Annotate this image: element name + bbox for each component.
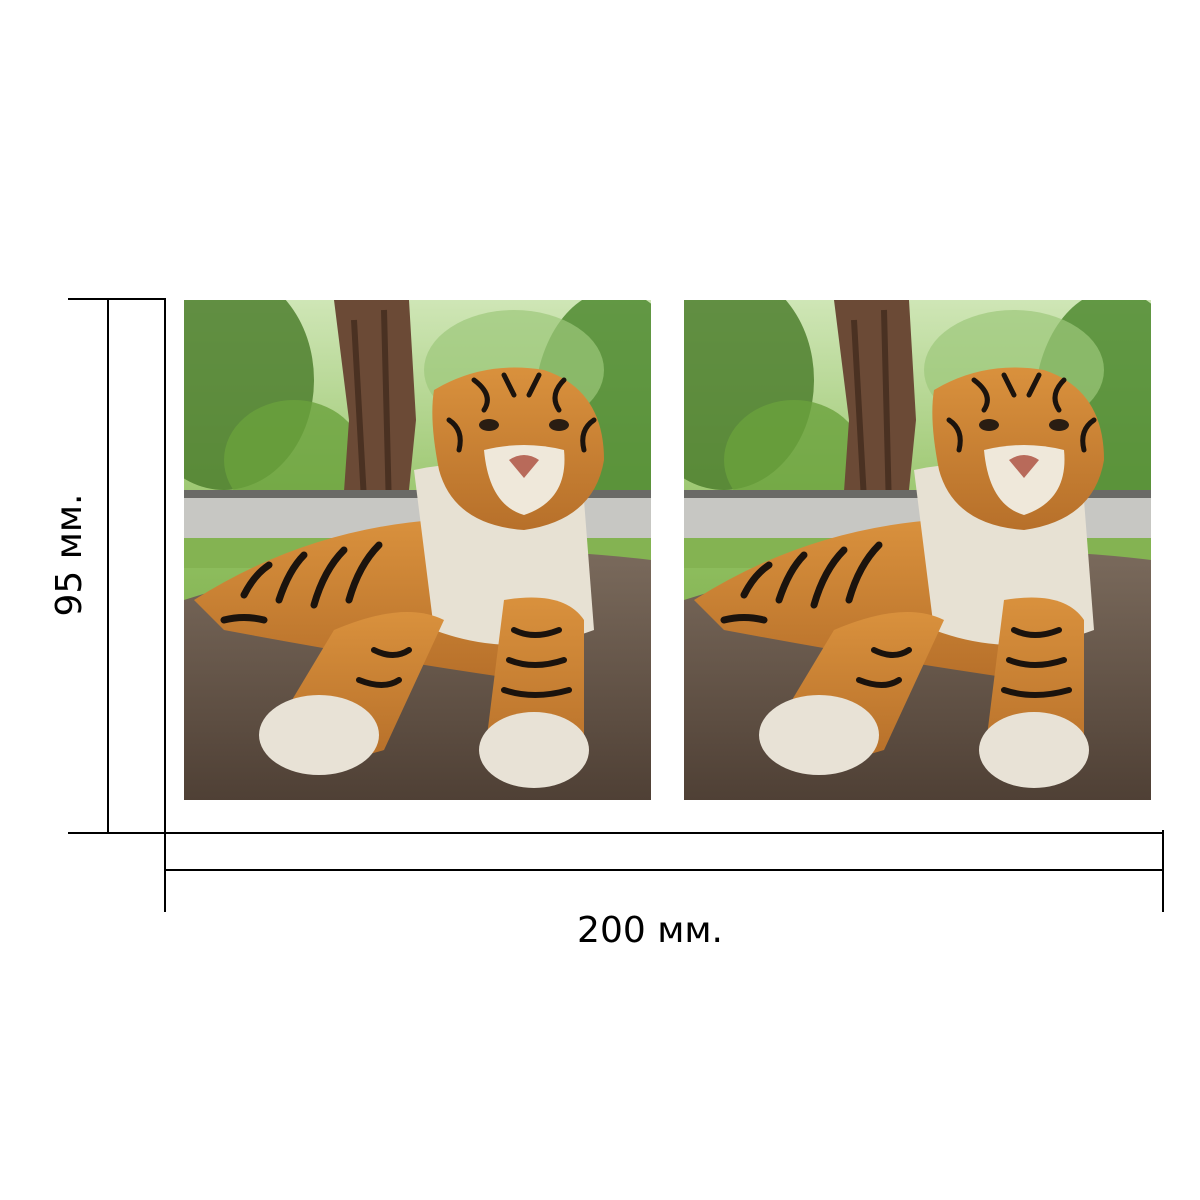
width-dim-line (164, 869, 1164, 871)
width-dim-left-tick (164, 800, 166, 912)
tiger-photo-left (184, 300, 651, 800)
height-dim-line (107, 298, 109, 834)
tiger-photo-right (684, 300, 1151, 800)
tiger-illustration (184, 300, 651, 800)
width-dimension-label: 200 мм. (577, 910, 723, 951)
tiger-illustration (684, 300, 1151, 800)
width-dim-edge-line (164, 832, 1164, 834)
width-dim-right-tick (1162, 830, 1164, 912)
height-dim-edge-line (164, 298, 166, 834)
height-dim-top-tick (68, 298, 166, 300)
height-dim-bottom-tick (68, 832, 166, 834)
